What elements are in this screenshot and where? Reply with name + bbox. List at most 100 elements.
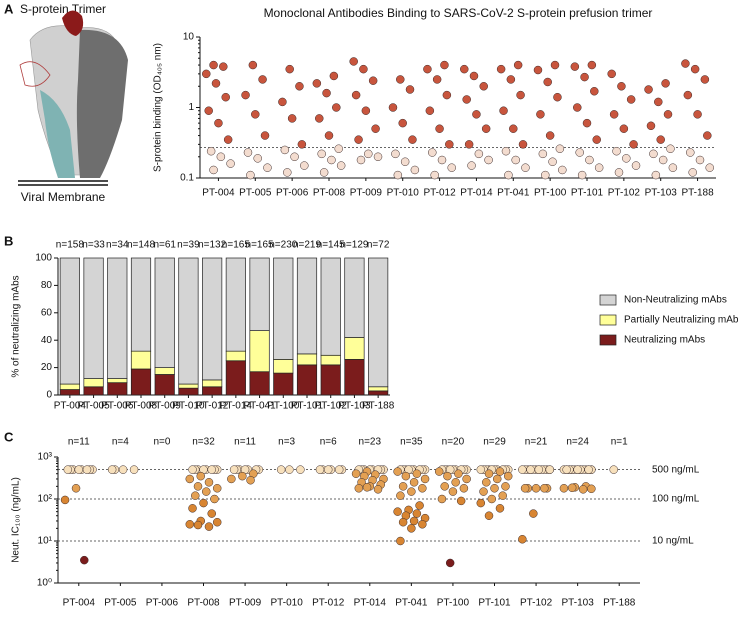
data-point — [209, 60, 218, 70]
data-point — [212, 484, 222, 493]
data-point — [666, 144, 675, 153]
x-tick-label: PT-004 — [54, 401, 87, 412]
data-point — [577, 170, 587, 180]
n-label: n=230 — [269, 240, 298, 251]
data-point — [391, 149, 400, 159]
data-point — [462, 95, 471, 104]
data-point — [545, 131, 555, 140]
x-tick-label: PT-100 — [267, 401, 300, 412]
data-point — [408, 135, 417, 144]
bar-segment — [273, 359, 294, 374]
x-tick-label: PT-010 — [271, 598, 304, 609]
data-point — [209, 165, 218, 175]
bar-segment — [59, 389, 80, 396]
data-point — [107, 465, 117, 474]
bar-segment — [130, 368, 152, 396]
data-point — [241, 90, 250, 100]
data-point — [253, 154, 262, 163]
data-point — [227, 474, 236, 484]
bar-segment — [154, 257, 175, 368]
bar-segment — [83, 257, 104, 379]
x-tick-label: PT-009 — [229, 598, 262, 609]
data-point — [472, 110, 481, 119]
bar-segment — [202, 257, 223, 381]
data-point — [529, 509, 538, 518]
data-point — [201, 487, 211, 496]
data-point — [459, 484, 469, 493]
x-tick-label: PT-009 — [149, 401, 182, 412]
data-point — [690, 64, 700, 74]
data-point — [533, 65, 543, 75]
bar-segment — [344, 337, 365, 360]
data-point — [319, 168, 329, 177]
data-point — [567, 483, 577, 493]
data-point — [553, 92, 562, 102]
n-label: n=3 — [278, 437, 295, 448]
data-point — [315, 465, 325, 474]
n-label: n=1 — [611, 437, 628, 448]
bar-segment — [178, 387, 199, 396]
panel-label: C — [4, 429, 14, 444]
x-tick-label: PT-010 — [387, 188, 420, 199]
data-point — [614, 168, 624, 177]
x-tick-label: PT-188 — [362, 401, 395, 412]
x-tick-label: PT-101 — [478, 598, 511, 609]
data-point — [447, 163, 456, 172]
data-point — [193, 520, 203, 530]
x-tick-label: PT-188 — [603, 598, 636, 609]
data-point — [562, 465, 571, 474]
data-point — [531, 484, 541, 493]
x-tick-label: PT-041 — [395, 598, 428, 609]
data-point — [464, 140, 474, 149]
data-point — [495, 467, 505, 476]
x-tick-label: PT-101 — [291, 401, 324, 412]
n-label: n=132 — [198, 240, 227, 251]
data-point — [540, 484, 549, 493]
bar-segment — [296, 353, 318, 366]
n-label: n=11 — [68, 437, 90, 448]
data-point — [484, 155, 493, 165]
x-tick-label: PT-103 — [645, 188, 678, 199]
n-label: n=33 — [82, 240, 105, 251]
data-point — [393, 170, 403, 180]
n-label: n=72 — [367, 240, 390, 251]
data-point — [359, 64, 368, 74]
data-point — [654, 97, 663, 107]
data-point — [555, 144, 565, 153]
data-point — [703, 131, 712, 140]
data-point — [518, 465, 527, 474]
data-point — [681, 59, 690, 68]
data-point — [460, 64, 469, 74]
data-point — [521, 163, 530, 172]
data-point — [398, 482, 408, 491]
data-point — [503, 471, 513, 481]
data-point — [80, 555, 89, 565]
data-point — [334, 144, 343, 153]
data-point — [481, 124, 491, 133]
data-point — [683, 90, 693, 100]
x-tick-label: PT-102 — [315, 401, 348, 412]
legend-label: Neutralizing mAbs — [624, 335, 705, 346]
y-tick-label: 0.1 — [180, 173, 194, 184]
data-point — [290, 152, 299, 162]
data-point — [412, 509, 422, 518]
data-point — [354, 484, 364, 493]
data-point — [405, 85, 415, 94]
y-tick-label: 10² — [38, 494, 53, 505]
data-point — [474, 149, 484, 159]
data-point — [454, 469, 463, 478]
n-label: n=35 — [400, 437, 423, 448]
data-point — [428, 148, 437, 157]
data-point — [476, 498, 486, 508]
y-tick-label: 10¹ — [38, 536, 53, 547]
data-point — [214, 118, 223, 128]
y-tick-label: 40 — [41, 335, 53, 346]
data-point — [518, 535, 527, 544]
data-point — [362, 483, 372, 492]
reference-label: 500 ng/mL — [652, 464, 700, 475]
data-point — [229, 465, 239, 474]
data-point — [388, 103, 398, 112]
data-point — [371, 124, 380, 133]
data-point — [243, 148, 253, 157]
bar-segment — [344, 257, 365, 338]
